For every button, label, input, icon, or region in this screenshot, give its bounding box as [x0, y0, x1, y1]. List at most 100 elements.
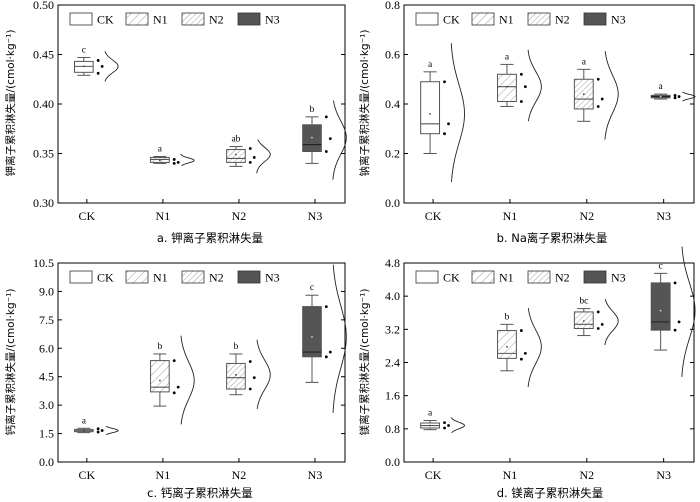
box-n3: a — [650, 82, 696, 102]
box-n2: b — [226, 339, 271, 410]
legend: CK N1 N2 N3 — [69, 270, 280, 285]
data-point — [96, 427, 100, 431]
box-mean — [659, 309, 662, 312]
panel-caption: d. 镁离子累积淋失量 — [497, 486, 604, 500]
y-tick-label: 0.35 — [33, 147, 54, 161]
legend-label-n2: N2 — [555, 271, 570, 285]
y-tick-label: 0.30 — [33, 196, 54, 210]
x-tick-label: CK — [425, 468, 442, 482]
legend-swatch-n1 — [471, 270, 495, 284]
legend-swatch-n2 — [527, 270, 551, 284]
significance-letter: a — [582, 57, 587, 67]
x-tick-label: CK — [78, 209, 95, 223]
box-body — [497, 73, 517, 103]
data-point — [443, 132, 446, 136]
box-mean — [506, 345, 508, 348]
box-n1: b — [150, 335, 195, 425]
box-n2: bc — [573, 297, 619, 346]
data-point — [172, 162, 176, 165]
density-curve — [332, 264, 347, 413]
data-point — [328, 350, 332, 354]
box-body — [226, 362, 246, 390]
plot-frame — [57, 4, 346, 204]
density-curve — [104, 51, 119, 82]
y-tick-label: 0.2 — [385, 147, 400, 161]
density-curve — [604, 51, 619, 140]
data-point — [176, 161, 180, 164]
legend-label-n1: N1 — [153, 271, 168, 285]
y-tick-label: 10.5 — [33, 256, 54, 270]
legend-swatch-n1 — [125, 270, 149, 284]
plot-frame — [403, 262, 695, 463]
box-mean — [582, 93, 585, 95]
data-point — [519, 100, 523, 103]
box-body — [420, 81, 441, 135]
data-point — [596, 105, 600, 108]
significance-letter: a — [428, 409, 433, 419]
data-point — [519, 357, 523, 361]
y-tick-label: 1.5 — [39, 427, 54, 441]
legend-swatch-ck — [69, 12, 93, 26]
legend-label-n2: N2 — [209, 271, 224, 285]
density-curve — [681, 246, 696, 377]
legend-swatch-ck — [69, 270, 93, 284]
legend: CK N1 N2 N3 — [415, 270, 626, 285]
plot-frame — [403, 4, 695, 204]
box-mean — [311, 136, 313, 139]
significance-letter: b — [158, 342, 163, 352]
data-point — [447, 424, 450, 427]
data-point — [447, 122, 450, 126]
box-mean — [158, 379, 161, 382]
box-n3: c — [650, 246, 696, 377]
data-point — [673, 281, 677, 285]
box-mean — [158, 159, 161, 162]
density-curve — [180, 153, 195, 167]
density-curve — [527, 49, 542, 122]
data-point — [172, 158, 176, 161]
data-point — [248, 161, 252, 164]
density-curve — [332, 100, 347, 180]
legend-label-ck: CK — [97, 271, 114, 285]
significance-letter: a — [158, 144, 163, 154]
density-curve — [256, 339, 271, 410]
data-point — [172, 391, 176, 395]
data-point — [324, 305, 328, 308]
chart-panel-3: 0.0 1.5 3.0 4.5 6.0 7.5 9.0 10.5 CK N1 N2 N3 钙离子累积淋失… — [4, 256, 347, 500]
y-tick-label: 3.2 — [385, 322, 400, 336]
panel-caption: b. Na离子累积淋失量 — [497, 231, 608, 245]
data-point — [673, 93, 677, 97]
density-curve — [450, 417, 465, 434]
x-tick-label: N3 — [656, 209, 671, 223]
data-point — [100, 64, 104, 68]
box-n1: b — [497, 308, 542, 388]
data-point — [600, 97, 604, 101]
y-tick-label: 0.8 — [385, 422, 400, 436]
x-tick-label: N1 — [503, 468, 518, 482]
box-mean — [235, 153, 237, 156]
data-point — [96, 71, 100, 75]
y-axis-label: 钙离子累积淋失量/(cmol·kg⁻¹) — [4, 289, 17, 436]
box-n1: a — [150, 144, 195, 167]
data-point — [519, 329, 523, 332]
chart-panel-1: 0.30 0.35 0.40 0.45 0.50 CK N1 N2 N3 钾离子累积淋失量/(cm… — [4, 0, 347, 245]
legend-label-n3: N3 — [611, 13, 626, 27]
data-point — [96, 430, 100, 434]
box-n3: c — [302, 264, 347, 413]
data-point — [677, 320, 681, 324]
y-tick-label: 0.50 — [33, 0, 54, 12]
box-ck: c — [74, 45, 119, 82]
data-point — [252, 156, 256, 159]
box-body — [497, 330, 517, 359]
data-point — [252, 376, 256, 380]
box-mean — [235, 373, 237, 376]
y-tick-label: 4.0 — [385, 289, 400, 303]
significance-letter: a — [82, 416, 87, 426]
data-point — [324, 115, 328, 119]
box-mean — [82, 65, 85, 68]
significance-letter: bc — [579, 297, 588, 307]
box-mean — [659, 95, 662, 98]
box-ck: a — [74, 416, 119, 436]
data-point — [519, 72, 523, 76]
significance-letter: b — [505, 312, 510, 322]
